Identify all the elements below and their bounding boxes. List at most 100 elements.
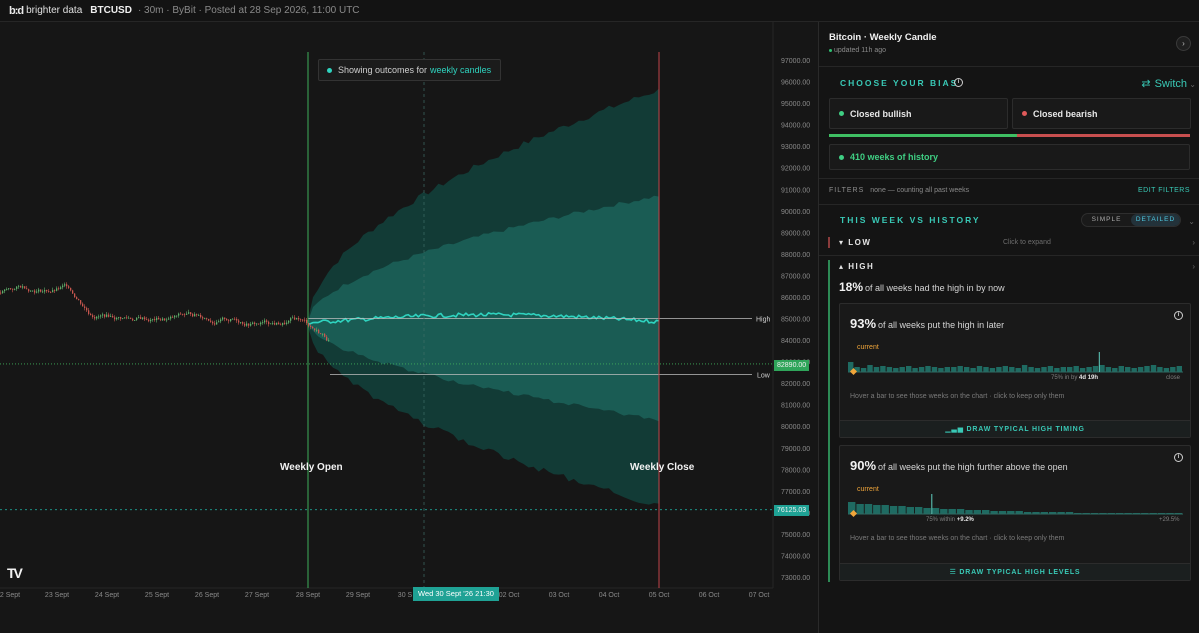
histogram-bar[interactable] bbox=[1041, 367, 1047, 372]
histogram-bar[interactable] bbox=[1157, 367, 1163, 372]
histogram-bar[interactable] bbox=[1073, 366, 1079, 372]
histogram-bar[interactable] bbox=[989, 368, 996, 372]
histogram-bar[interactable] bbox=[1131, 368, 1137, 372]
histogram-bar[interactable] bbox=[944, 367, 950, 372]
histogram-bar[interactable] bbox=[886, 367, 893, 372]
histogram-bar[interactable] bbox=[964, 367, 970, 372]
price-chart[interactable]: High Low 97000.00 96000.00 95000.00 94000.00 9… bbox=[0, 22, 818, 633]
toggle-simple[interactable]: SIMPLE bbox=[1091, 216, 1122, 223]
histogram-bar[interactable] bbox=[970, 368, 976, 372]
histogram-bar[interactable] bbox=[873, 367, 880, 372]
histogram-bar[interactable] bbox=[1028, 367, 1034, 372]
histogram-bar[interactable] bbox=[880, 366, 886, 372]
histogram-bar[interactable] bbox=[1118, 366, 1124, 372]
histogram-bar[interactable] bbox=[1144, 366, 1150, 372]
histogram-bar[interactable] bbox=[957, 366, 963, 372]
histogram-bar[interactable] bbox=[918, 367, 925, 372]
histogram-bar[interactable] bbox=[1067, 367, 1073, 372]
histogram-bar[interactable] bbox=[1125, 367, 1131, 372]
histogram-bar[interactable] bbox=[1007, 511, 1015, 514]
histogram-bar[interactable] bbox=[1105, 367, 1112, 372]
histogram-bar[interactable] bbox=[976, 366, 983, 372]
histogram-bar[interactable] bbox=[848, 502, 856, 514]
histogram-bar[interactable] bbox=[1086, 367, 1092, 372]
low-row-chevron-icon[interactable]: › bbox=[1192, 238, 1195, 247]
histogram-bar[interactable] bbox=[938, 368, 944, 372]
histogram-bar[interactable] bbox=[1057, 512, 1065, 514]
histogram-bar[interactable] bbox=[983, 367, 989, 372]
histogram-bar[interactable] bbox=[1137, 367, 1144, 372]
view-mode-toggle[interactable]: SIMPLE DETAILED bbox=[1081, 213, 1181, 227]
histogram-bar[interactable] bbox=[923, 508, 931, 514]
histogram-bar[interactable] bbox=[931, 367, 938, 372]
high-levels-histogram[interactable] bbox=[848, 492, 1183, 520]
histogram-bar[interactable] bbox=[940, 509, 948, 514]
histogram-bar[interactable] bbox=[1099, 365, 1105, 372]
histogram-bar[interactable] bbox=[1023, 512, 1032, 514]
histogram-bar[interactable] bbox=[1112, 368, 1118, 372]
histogram-bar[interactable] bbox=[898, 506, 906, 514]
histogram-bar[interactable] bbox=[864, 504, 873, 514]
histogram-bar[interactable] bbox=[899, 367, 905, 372]
bias-chevron-icon[interactable]: ⌄ bbox=[1189, 80, 1196, 89]
histogram-bar[interactable] bbox=[893, 368, 899, 372]
histogram-bar[interactable] bbox=[1150, 365, 1157, 372]
histogram-bar[interactable] bbox=[1079, 368, 1086, 372]
high-row-chevron-icon[interactable]: › bbox=[1192, 262, 1195, 271]
histogram-bar[interactable] bbox=[1060, 367, 1066, 372]
histogram-bar[interactable] bbox=[873, 505, 881, 514]
histogram-bar[interactable] bbox=[982, 510, 990, 514]
histogram-bar[interactable] bbox=[1176, 366, 1182, 372]
histogram-bar[interactable] bbox=[1002, 366, 1008, 372]
histogram-bar[interactable] bbox=[1092, 366, 1099, 372]
histogram-bar[interactable] bbox=[854, 367, 860, 372]
histogram-bar[interactable] bbox=[1032, 512, 1040, 514]
histogram-bar[interactable] bbox=[998, 511, 1007, 514]
histogram-bar[interactable] bbox=[996, 367, 1002, 372]
histogram-bar[interactable] bbox=[912, 368, 918, 372]
closed-bearish-button[interactable]: Closed bearish bbox=[1012, 98, 1191, 129]
histogram-bar[interactable] bbox=[1163, 368, 1170, 372]
histogram-bar[interactable] bbox=[1065, 512, 1074, 514]
histogram-bar[interactable] bbox=[965, 510, 973, 514]
this-week-chevron-icon[interactable]: ⌄ bbox=[1188, 217, 1195, 226]
high-row-toggle[interactable]: ▴ HIGH bbox=[839, 262, 874, 271]
panel-expand-button[interactable]: › bbox=[1176, 36, 1191, 51]
bias-info-icon[interactable]: i bbox=[954, 78, 963, 87]
histogram-bar[interactable] bbox=[925, 366, 931, 372]
edit-filters-link[interactable]: EDIT FILTERS bbox=[1137, 187, 1190, 194]
histogram-bar[interactable] bbox=[848, 362, 854, 372]
draw-high-levels-button[interactable]: ☰ DRAW TYPICAL HIGH LEVELS bbox=[840, 563, 1190, 580]
timing-info-icon[interactable]: i bbox=[1174, 311, 1183, 320]
symbol-label[interactable]: BTCUSD bbox=[90, 5, 132, 16]
draw-high-timing-button[interactable]: ▁▃▅ DRAW TYPICAL HIGH TIMING bbox=[840, 420, 1190, 437]
tradingview-logo-icon[interactable]: TV bbox=[7, 565, 23, 581]
histogram-bar[interactable] bbox=[1049, 512, 1057, 514]
toggle-detailed[interactable]: DETAILED bbox=[1131, 214, 1180, 226]
low-row-toggle[interactable]: ▾ LOW bbox=[839, 238, 871, 247]
closed-bullish-button[interactable]: Closed bullish bbox=[829, 98, 1008, 129]
histogram-bar[interactable] bbox=[889, 506, 898, 514]
chart-canvas[interactable]: High Low 97000.00 96000.00 95000.00 94000.00 9… bbox=[0, 22, 818, 633]
levels-info-icon[interactable]: i bbox=[1174, 453, 1183, 462]
high-timing-histogram[interactable] bbox=[848, 350, 1183, 378]
histogram-bar[interactable] bbox=[906, 366, 912, 372]
histogram-bar[interactable] bbox=[1170, 367, 1176, 372]
histogram-bar[interactable] bbox=[1015, 368, 1021, 372]
histogram-bar[interactable] bbox=[990, 511, 998, 514]
histogram-bar[interactable] bbox=[906, 507, 914, 514]
histogram-bar[interactable] bbox=[1040, 512, 1048, 514]
histogram-bar[interactable] bbox=[1047, 366, 1054, 372]
histogram-bar[interactable] bbox=[1054, 368, 1060, 372]
switch-bias-button[interactable]: ⇄ Switch bbox=[1141, 77, 1187, 91]
histogram-bar[interactable] bbox=[973, 510, 981, 514]
histogram-bar[interactable] bbox=[948, 509, 956, 514]
histogram-bar[interactable] bbox=[1021, 365, 1028, 372]
histogram-bar[interactable] bbox=[860, 368, 867, 372]
histogram-bar[interactable] bbox=[951, 367, 957, 372]
histogram-bar[interactable] bbox=[856, 504, 864, 514]
histogram-bar[interactable] bbox=[956, 509, 965, 514]
histogram-bar[interactable] bbox=[931, 508, 940, 514]
histogram-bar[interactable] bbox=[1015, 511, 1023, 514]
histogram-bar[interactable] bbox=[881, 505, 889, 514]
